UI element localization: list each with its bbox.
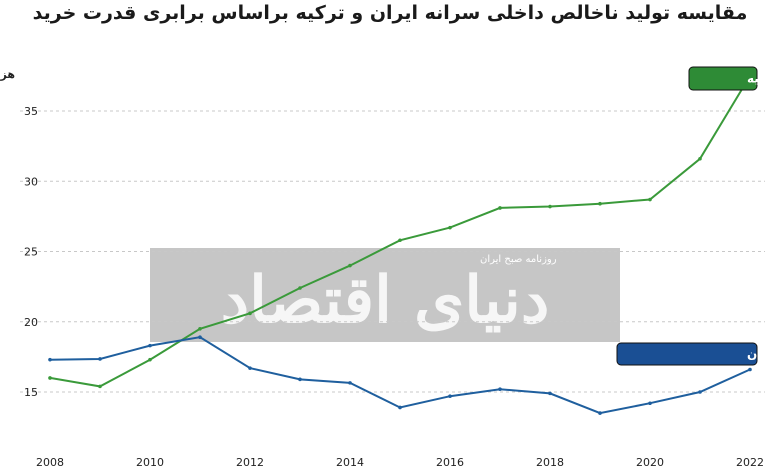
data-point (98, 384, 102, 389)
y-tick-label: 30 (24, 175, 38, 188)
data-point (98, 357, 102, 361)
legend-box-1 (616, 342, 758, 366)
data-point (198, 326, 202, 331)
data-point (198, 335, 202, 340)
data-point (498, 206, 502, 210)
data-point (398, 238, 402, 243)
y-tick-label: 25 (24, 246, 38, 259)
x-tick-label: 2008 (36, 456, 64, 469)
series (48, 74, 752, 415)
data-point (298, 286, 302, 290)
data-point (548, 391, 552, 396)
watermark-brand: دنیای اقتصاد (221, 263, 550, 338)
x-tick-label: 2022 (736, 456, 764, 469)
data-point (248, 366, 252, 370)
grid (20, 110, 765, 393)
legend-box-0 (688, 66, 758, 91)
legend-label-0: ترکیه (747, 72, 778, 86)
x-tick-label: 2012 (236, 456, 264, 469)
data-point (548, 204, 552, 209)
data-point (598, 411, 602, 415)
data-point (698, 390, 702, 394)
watermark-tagline: روزنامه صبح ایران (480, 254, 557, 265)
data-point (348, 263, 352, 268)
data-point (448, 225, 452, 230)
data-point (498, 387, 502, 391)
y-axis-unit: هزار دلار (0, 68, 15, 81)
data-point (248, 311, 252, 316)
legend: ترکیه ایران (616, 66, 778, 366)
data-point (48, 376, 52, 380)
data-point (598, 201, 602, 206)
chart-title: مقایسه تولید ناخالص داخلی سرانه ایران و … (32, 2, 748, 24)
x-tick-label: 2016 (436, 456, 464, 469)
y-axis: 15 20 25 30 35 هزار دلار (0, 68, 38, 399)
y-tick-label: 35 (24, 105, 38, 118)
data-point (48, 357, 52, 362)
data-point (298, 377, 302, 382)
data-point (648, 401, 652, 406)
watermark-band (150, 248, 620, 342)
data-point (648, 197, 652, 202)
data-point (698, 156, 702, 161)
data-point (148, 357, 152, 362)
data-point (348, 381, 352, 385)
x-tick-label: 2020 (636, 456, 664, 469)
data-point (448, 394, 452, 399)
y-tick-label: 20 (24, 316, 38, 329)
data-point (148, 343, 152, 348)
legend-label-1: ایران (747, 347, 777, 361)
x-axis: 2008 2010 2012 2014 2016 2018 2020 2022 (36, 456, 764, 469)
y-tick-label: 15 (24, 386, 38, 399)
x-tick-label: 2010 (136, 456, 164, 469)
x-tick-label: 2018 (536, 456, 564, 469)
data-point (748, 367, 752, 372)
data-point (398, 405, 402, 410)
x-tick-label: 2014 (336, 456, 364, 469)
